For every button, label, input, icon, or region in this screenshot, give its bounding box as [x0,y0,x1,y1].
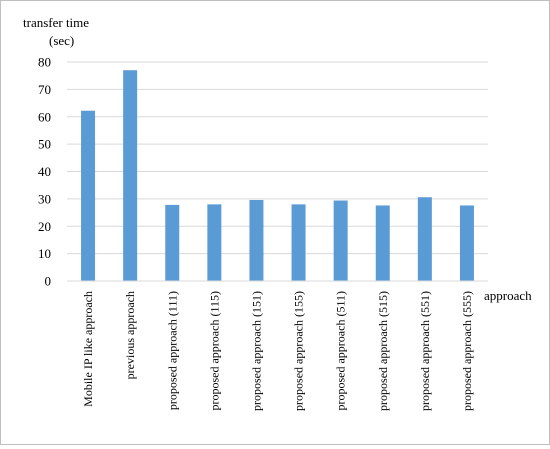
y-tick-labels: 0 10 20 30 40 50 60 70 80 [38,55,51,289]
y-axis-title-line2: (sec) [49,33,74,48]
bar [81,110,96,281]
y-tick-label: 40 [38,164,51,179]
category-label: Mobile IP like approach [81,291,95,407]
x-axis-title: approach [484,288,532,303]
bar [249,199,264,281]
category-label: proposed approach (115) [207,291,221,411]
category-label: previous approach [123,291,137,379]
bar [207,204,222,281]
bar [291,204,306,281]
category-label: proposed approach (511) [334,291,348,411]
y-axis-title-line1: transfer time [23,15,89,30]
bar [123,70,138,282]
bar [417,197,432,281]
grid-lines [67,61,488,255]
category-label: proposed approach (515) [376,291,390,411]
y-tick-label: 10 [38,246,51,261]
y-tick-label: 0 [45,274,52,289]
category-label: proposed approach (111) [165,291,179,410]
category-label: proposed approach (155) [292,291,306,411]
category-label: proposed approach (151) [249,291,263,411]
bar [165,204,180,281]
bars [81,70,474,282]
y-tick-label: 30 [38,191,51,206]
category-label: proposed approach (551) [418,291,432,411]
y-tick-label: 80 [38,55,51,70]
bar [459,205,474,281]
category-label: proposed approach (555) [460,291,474,411]
y-tick-label: 50 [38,137,51,152]
y-tick-label: 60 [38,109,51,124]
bar [333,200,348,281]
category-labels: Mobile IP like approach previous approach… [81,291,474,411]
y-tick-label: 70 [38,82,51,97]
y-tick-label: 20 [38,219,51,234]
bar [375,205,390,281]
